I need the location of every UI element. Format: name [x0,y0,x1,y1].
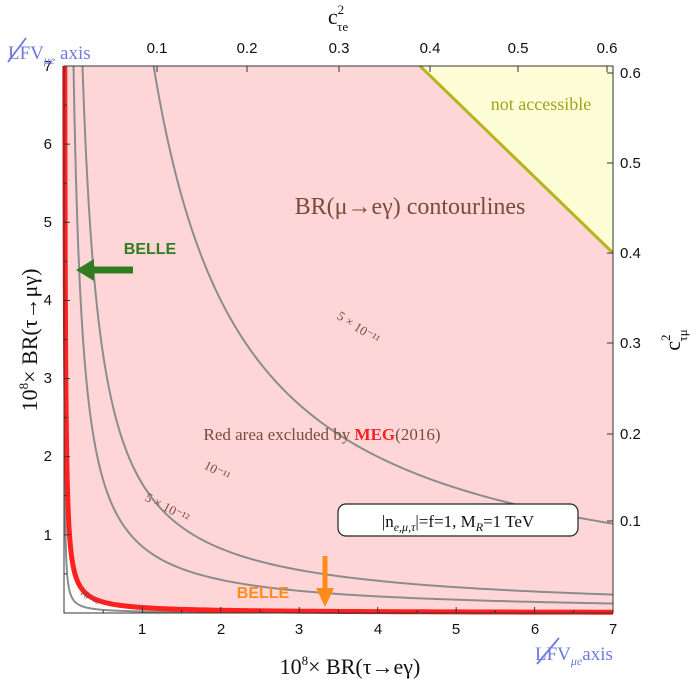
not-accessible-boundary [418,64,615,255]
top-tick-label: 0.4 [420,40,441,57]
y-tick-label: 6 [44,136,52,153]
contour-lines [63,65,614,614]
x-tick-label: 4 [374,621,382,638]
x-tick-label: 7 [609,621,617,638]
axis-ticks [63,65,614,614]
contour-line [72,65,614,605]
svg-text:|ne,μ,τ|=f=1, MR=1 TeV: |ne,μ,τ|=f=1, MR=1 TeV [382,512,535,534]
x-tick-label: 5 [452,621,460,638]
y-axis-title: 108× BR(τ→μγ) [16,269,42,412]
contour-title: BR(μ→eγ) contourlines [295,194,526,220]
x-tick-label: 6 [531,621,539,638]
right-tick-label: 0.1 [620,513,641,530]
x-axis-title: 108× BR(τ→eγ) [280,653,421,679]
right-tick-label: 0.2 [620,426,641,443]
x-tick-label: 1 [138,621,146,638]
meg-boundary-line [62,65,614,615]
top-axis-title: c2 τe [328,2,348,34]
lfv-left-axis-label: LFVμe axis [7,37,91,67]
top-tick-label: 0.2 [237,40,258,57]
belle-left-marker [76,259,133,281]
contour-line [81,65,614,596]
belle-bottom-marker [316,556,334,607]
right-tick-label: 0.4 [620,245,641,262]
top-tick-label: 0.1 [147,40,168,57]
x-tick-label: 3 [295,621,303,638]
y-tick-label: 4 [44,292,52,309]
contour-line [152,65,614,525]
top-tick-label: 0.5 [508,40,529,57]
top-tick-label: 0.6 [597,40,618,57]
y-tick-label: 5 [44,214,52,231]
not-accessible-label: not accessible [491,94,591,114]
right-axis-title: c2 τμ [658,329,690,350]
y-tick-label: 7 [44,58,52,75]
y-tick-label: 1 [44,527,52,544]
svg-text:LFVμe axis: LFVμe axis [8,43,91,67]
belle-left-label: BELLE [124,241,177,258]
y-tick-label: 3 [44,370,52,387]
right-tick-label: 0.6 [620,65,641,82]
x-tick-label: 2 [217,621,225,638]
belle-bottom-label: BELLE [237,585,290,602]
right-tick-label: 0.3 [620,335,641,352]
params-box: |ne,μ,τ|=f=1, MR=1 TeV [337,503,579,537]
svg-text:LFVμeaxis: LFVμeaxis [535,644,613,668]
lfv-bottom-axis-label: LFVμeaxis [535,637,613,668]
excluded-area-note: Red area excluded by MEG(2016) [204,425,441,444]
right-tick-label: 0.5 [620,155,641,172]
y-tick-label: 2 [44,448,52,465]
top-tick-label: 0.3 [329,40,350,57]
